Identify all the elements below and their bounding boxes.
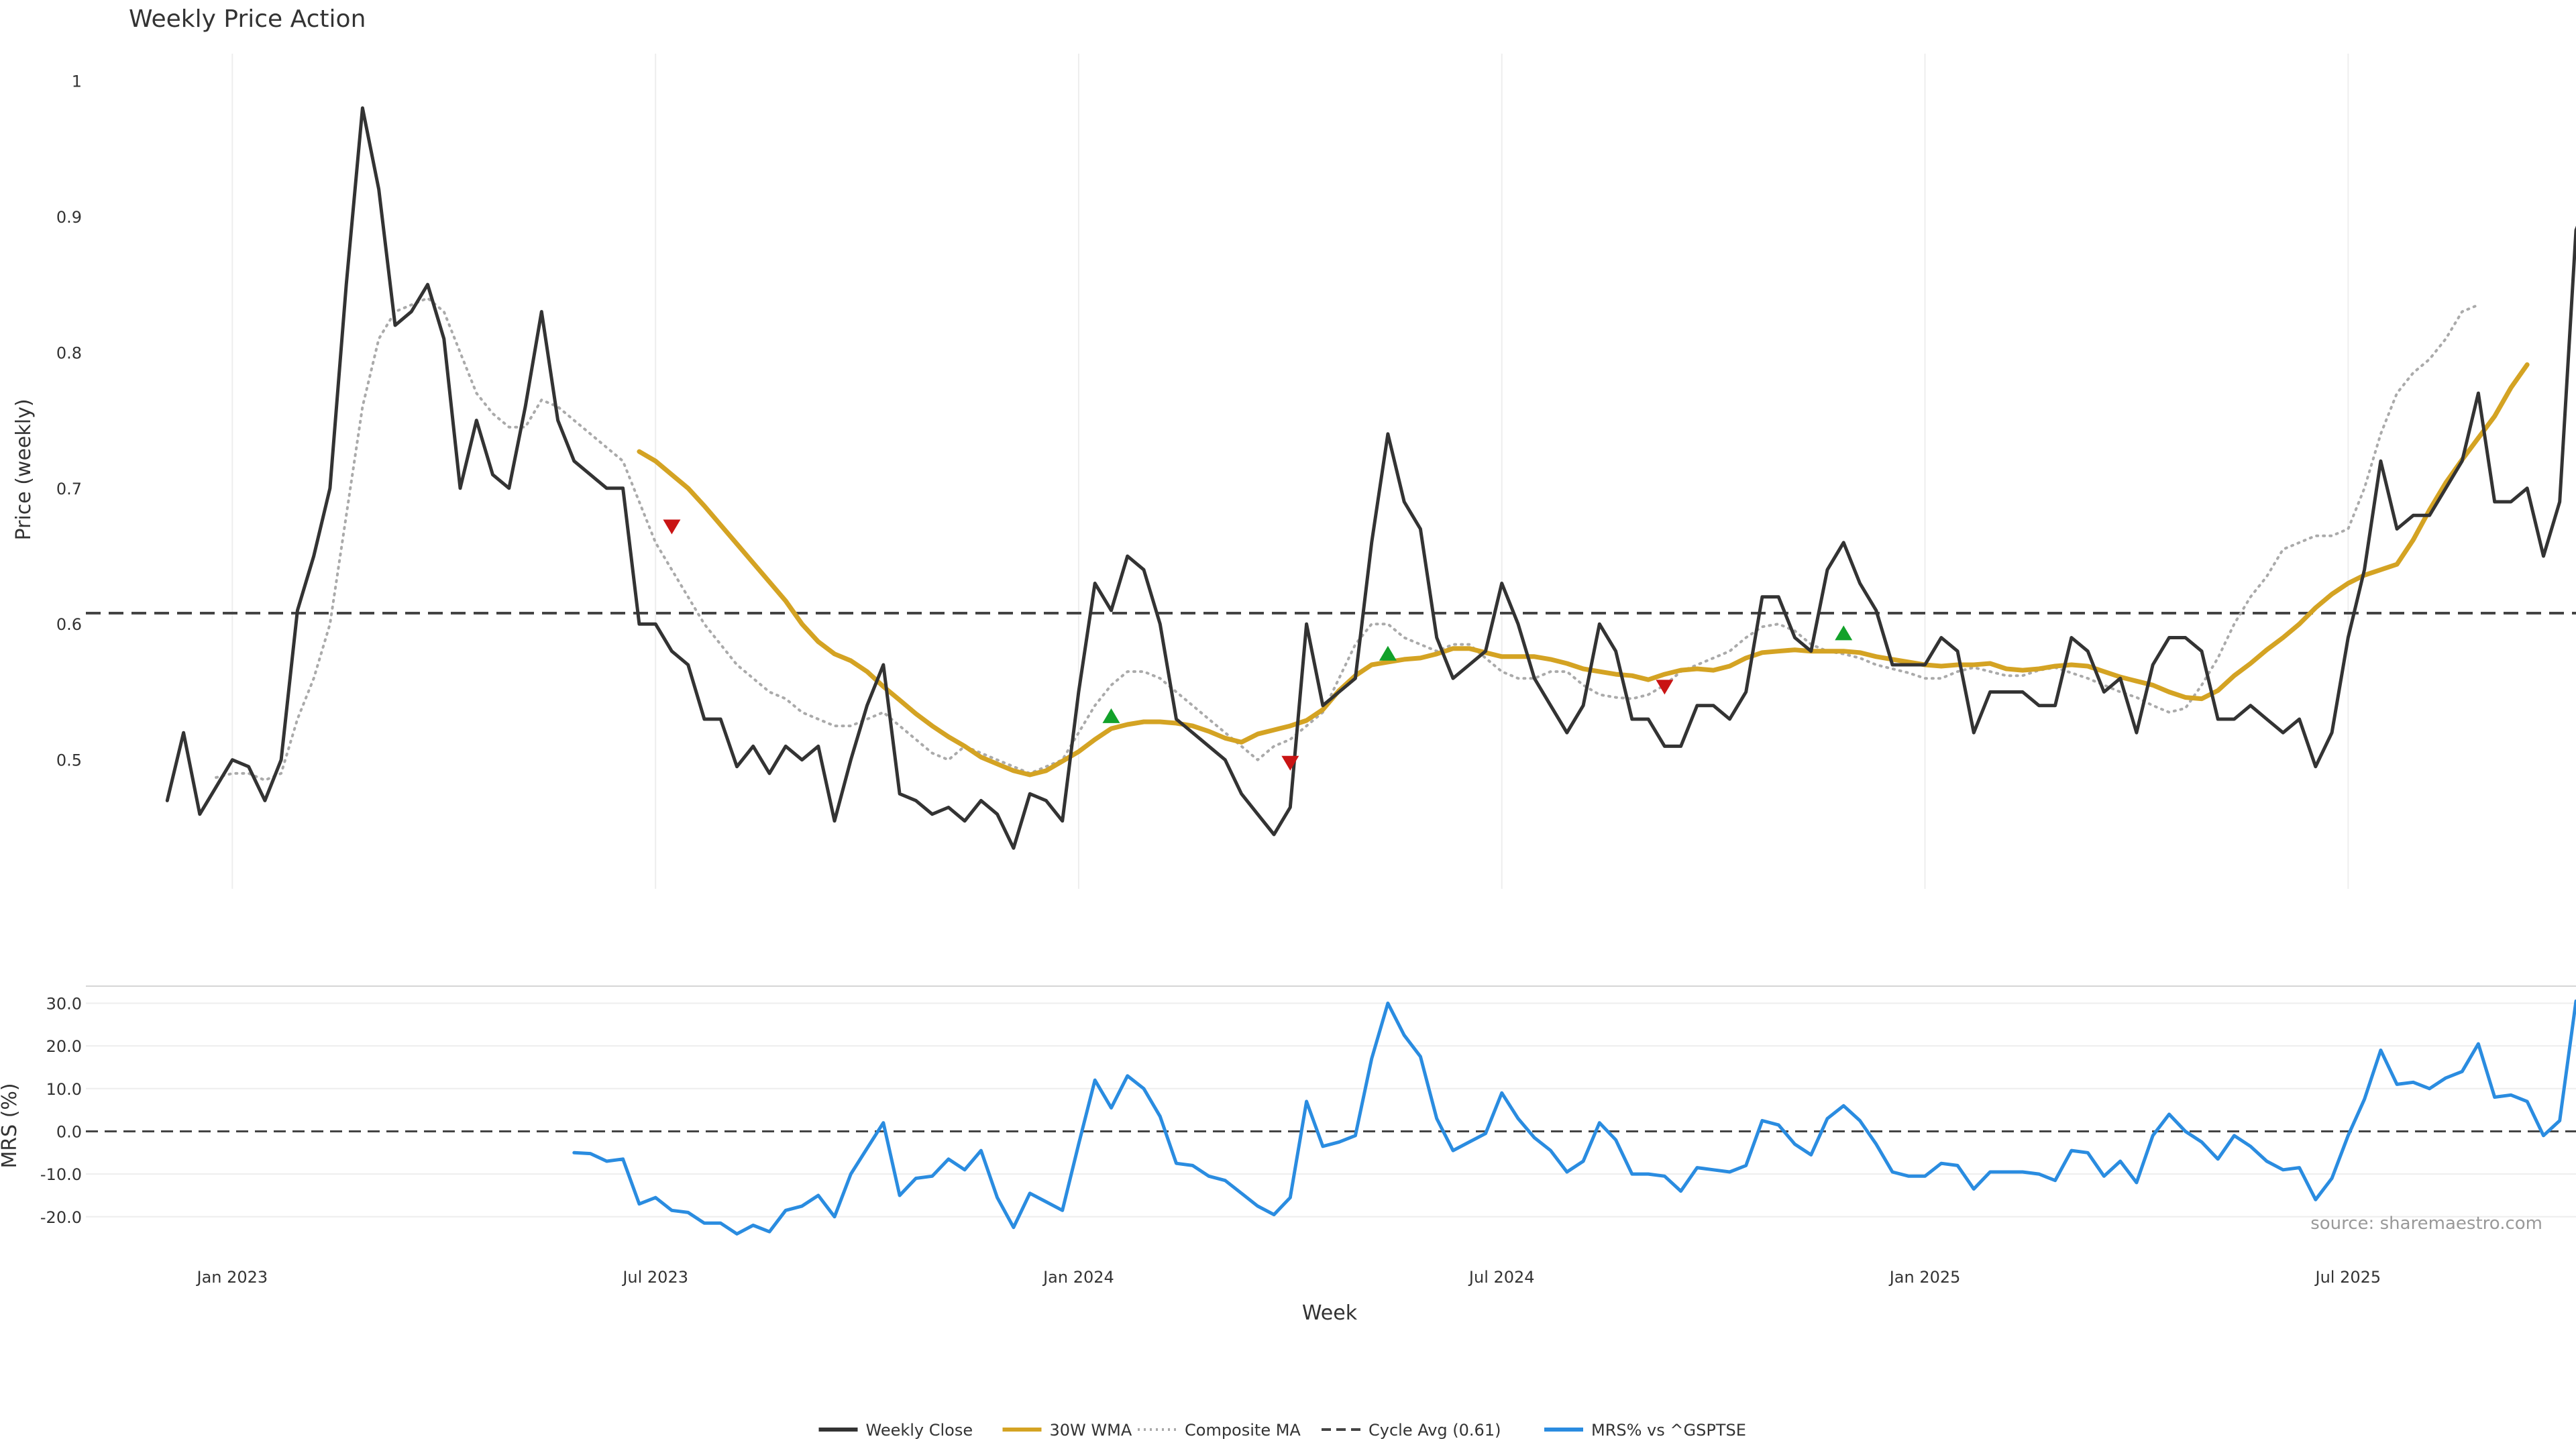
x-tick-label: Jul 2023 bbox=[621, 1268, 688, 1287]
legend-item: Composite MA bbox=[1138, 1421, 1301, 1440]
price-panel: 0.5 0.6 0.7 0.8 0.9 1 bbox=[56, 54, 2576, 889]
sell-marker bbox=[1656, 680, 1674, 695]
legend-item: MRS% vs ^GSPTSE bbox=[1544, 1421, 1746, 1440]
mrs-panel: -20.0 -10.0 0.0 10.0 20.0 30.0 bbox=[40, 985, 2576, 1236]
sell-marker bbox=[663, 519, 681, 535]
price-y-tick-label: 0.5 bbox=[56, 751, 82, 770]
price-y-tick-label: 0.9 bbox=[56, 208, 82, 227]
price-y-tick-label: 0.7 bbox=[56, 480, 82, 498]
legend-item: Weekly Close bbox=[818, 1421, 973, 1440]
price-y-axis-label: Price (weekly) bbox=[12, 398, 36, 540]
x-tick-label: Jan 2023 bbox=[196, 1268, 268, 1287]
mrs-y-tick-label: 0.0 bbox=[56, 1122, 82, 1141]
x-tick-label: Jul 2024 bbox=[1468, 1268, 1535, 1287]
composite-ma-line bbox=[215, 297, 2480, 782]
price-y-tick-label: 1 bbox=[72, 72, 82, 91]
mrs-y-tick-label: 30.0 bbox=[46, 994, 82, 1013]
mrs-line bbox=[572, 999, 2576, 1236]
legend-label: Cycle Avg (0.61) bbox=[1368, 1421, 1501, 1440]
mrs-y-tick-label: -20.0 bbox=[40, 1208, 82, 1227]
sell-marker bbox=[1281, 755, 1299, 771]
x-tick-label: Jan 2024 bbox=[1042, 1268, 1114, 1287]
x-axis-label: Week bbox=[1302, 1301, 1358, 1325]
mrs-y-tick-label: 20.0 bbox=[46, 1037, 82, 1056]
legend-label: Weekly Close bbox=[866, 1421, 973, 1440]
weekly-close-line bbox=[165, 106, 2576, 850]
price-y-tick-label: 0.6 bbox=[56, 615, 82, 634]
x-tick-label: Jul 2025 bbox=[2314, 1268, 2381, 1287]
chart-title: Weekly Price Action bbox=[129, 5, 366, 33]
buy-marker bbox=[1835, 625, 1853, 641]
legend: Weekly Close 30W WMA Composite MA Cycle Avg… bbox=[818, 1421, 1746, 1440]
legend-label: MRS% vs ^GSPTSE bbox=[1591, 1421, 1746, 1440]
mrs-y-tick-label: 10.0 bbox=[46, 1080, 82, 1099]
legend-label: 30W WMA bbox=[1050, 1421, 1132, 1440]
legend-item: Cycle Avg (0.61) bbox=[1322, 1421, 1501, 1440]
wma-30w-line bbox=[637, 362, 2530, 777]
mrs-y-tick-label: -10.0 bbox=[40, 1165, 82, 1184]
x-axis: Jan 2023 Jul 2023 Jan 2024 Jul 2024 Jan 2025… bbox=[196, 1268, 2381, 1287]
x-tick-label: Jan 2025 bbox=[1888, 1268, 1961, 1287]
buy-marker bbox=[1379, 645, 1397, 661]
legend-item: 30W WMA bbox=[1002, 1421, 1132, 1440]
mrs-y-axis-label: MRS (%) bbox=[0, 1083, 21, 1168]
price-y-tick-label: 0.8 bbox=[56, 343, 82, 362]
source-credit: source: sharemaestro.com bbox=[2310, 1214, 2542, 1234]
buy-marker bbox=[1102, 708, 1120, 723]
legend-label: Composite MA bbox=[1185, 1421, 1301, 1440]
